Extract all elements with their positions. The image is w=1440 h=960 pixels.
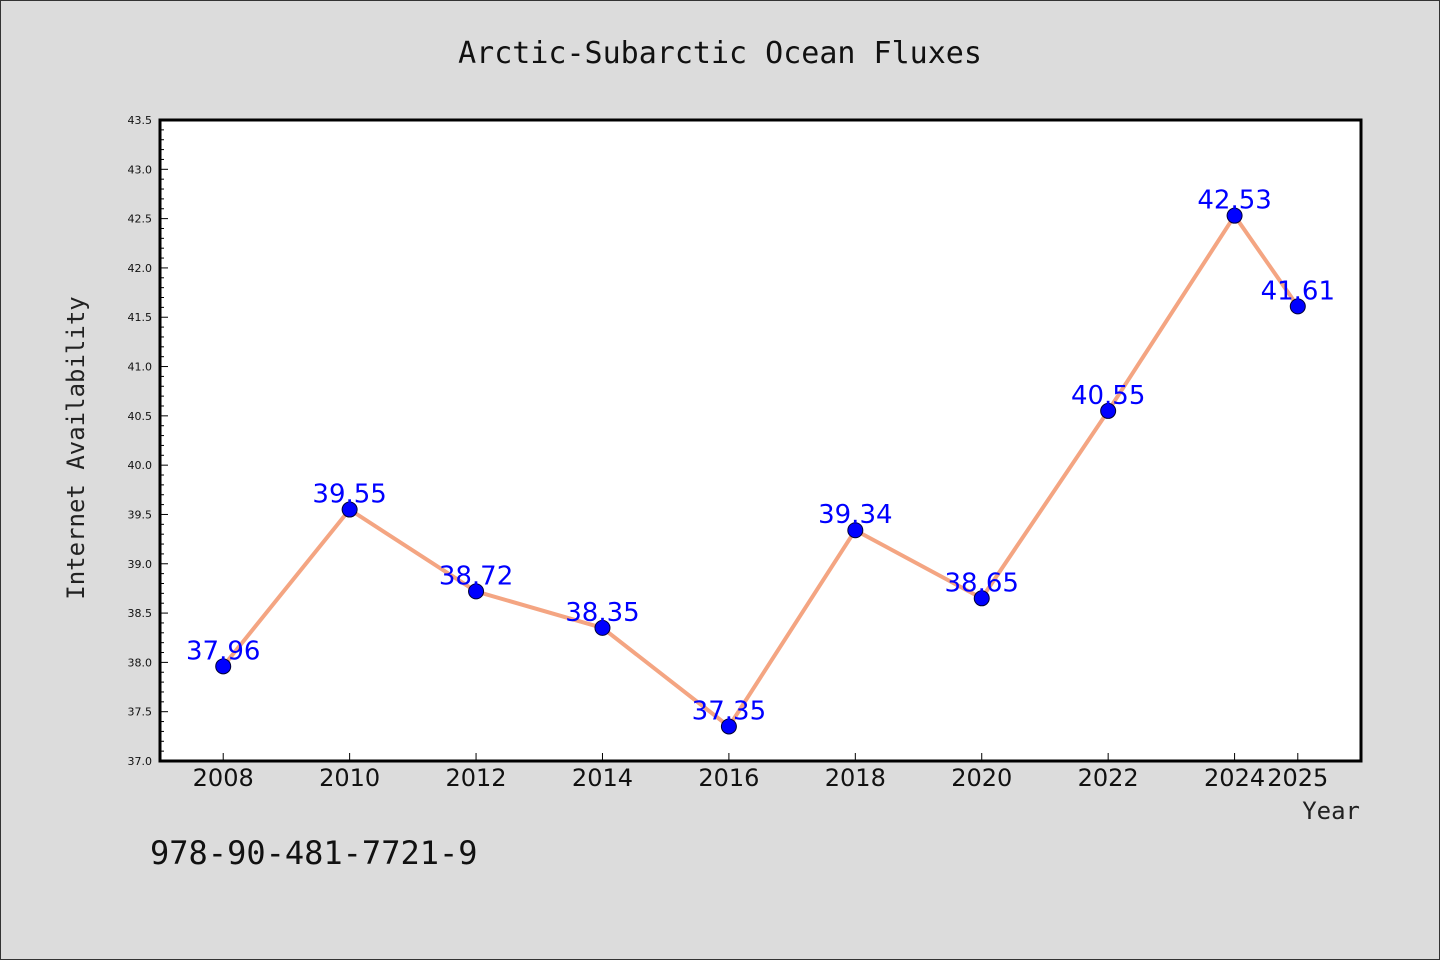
data-label: 39.34 xyxy=(818,500,892,530)
y-tick-label: 40.5 xyxy=(128,410,153,423)
x-tick-label: 2014 xyxy=(572,764,633,792)
data-label: 38.65 xyxy=(945,568,1019,598)
y-tick-label: 39.5 xyxy=(128,508,153,521)
data-label: 42.53 xyxy=(1197,186,1271,216)
data-label: 41.61 xyxy=(1261,276,1335,306)
x-tick-label: 2010 xyxy=(319,764,380,792)
x-tick-label: 2025 xyxy=(1267,764,1328,792)
x-tick-label: 2024 xyxy=(1204,764,1265,792)
chart-title: Arctic-Subarctic Ocean Fluxes xyxy=(458,36,982,71)
data-point xyxy=(594,619,611,636)
x-axis: 2008 2010 2012 2014 2016 2018 2020 2022 2024 2025 xyxy=(193,753,1328,792)
data-point xyxy=(847,522,864,539)
data-label: 40.55 xyxy=(1071,381,1145,411)
y-tick-label: 39.0 xyxy=(128,558,153,571)
data-label: 37.35 xyxy=(692,696,766,726)
data-label: 38.35 xyxy=(565,598,639,628)
footer-isbn: 978-90-481-7721-9 xyxy=(150,834,478,872)
y-tick-label: 38.5 xyxy=(128,607,153,620)
data-label: 38.72 xyxy=(439,561,513,591)
y-tick-label: 42.5 xyxy=(128,213,153,226)
x-tick-label: 2020 xyxy=(951,764,1012,792)
y-axis-label: Internet Availability xyxy=(62,296,90,599)
data-label: 37.96 xyxy=(186,636,260,666)
y-tick-label: 42.0 xyxy=(128,262,153,275)
y-tick-label: 43.5 xyxy=(128,114,153,127)
series-line xyxy=(221,213,1300,729)
y-tick-label: 41.0 xyxy=(128,361,153,374)
y-tick-label: 40.0 xyxy=(128,459,153,472)
y-axis: 37.0 37.5 38.0 38.5 39.0 39.5 40.0 40.5 41.0 41.5… xyxy=(128,114,168,768)
data-point xyxy=(720,718,737,735)
plot-area xyxy=(158,118,1363,763)
data-point xyxy=(215,658,232,675)
data-point xyxy=(1100,402,1117,419)
x-tick-label: 2022 xyxy=(1078,764,1139,792)
y-tick-label: 41.5 xyxy=(128,311,153,324)
x-tick-label: 2008 xyxy=(193,764,254,792)
y-tick-label: 37.5 xyxy=(128,706,153,719)
data-labels-group: 37.96 39.55 38.72 38.35 37.35 39.34 38.65 40.55… xyxy=(186,186,1335,727)
data-point xyxy=(1226,207,1243,224)
markers-group xyxy=(215,207,1306,735)
x-tick-label: 2016 xyxy=(698,764,759,792)
series-line-group xyxy=(221,213,1300,729)
data-label: 39.55 xyxy=(312,480,386,510)
y-tick-label: 37.0 xyxy=(128,755,153,768)
data-point xyxy=(341,501,358,518)
data-point xyxy=(973,590,990,607)
y-tick-label: 38.0 xyxy=(128,656,153,669)
x-tick-label: 2018 xyxy=(825,764,886,792)
x-tick-label: 2012 xyxy=(446,764,507,792)
data-point xyxy=(1289,298,1306,315)
x-axis-label: Year xyxy=(1302,797,1360,825)
data-point xyxy=(468,583,485,600)
y-tick-label: 43.0 xyxy=(128,163,153,176)
